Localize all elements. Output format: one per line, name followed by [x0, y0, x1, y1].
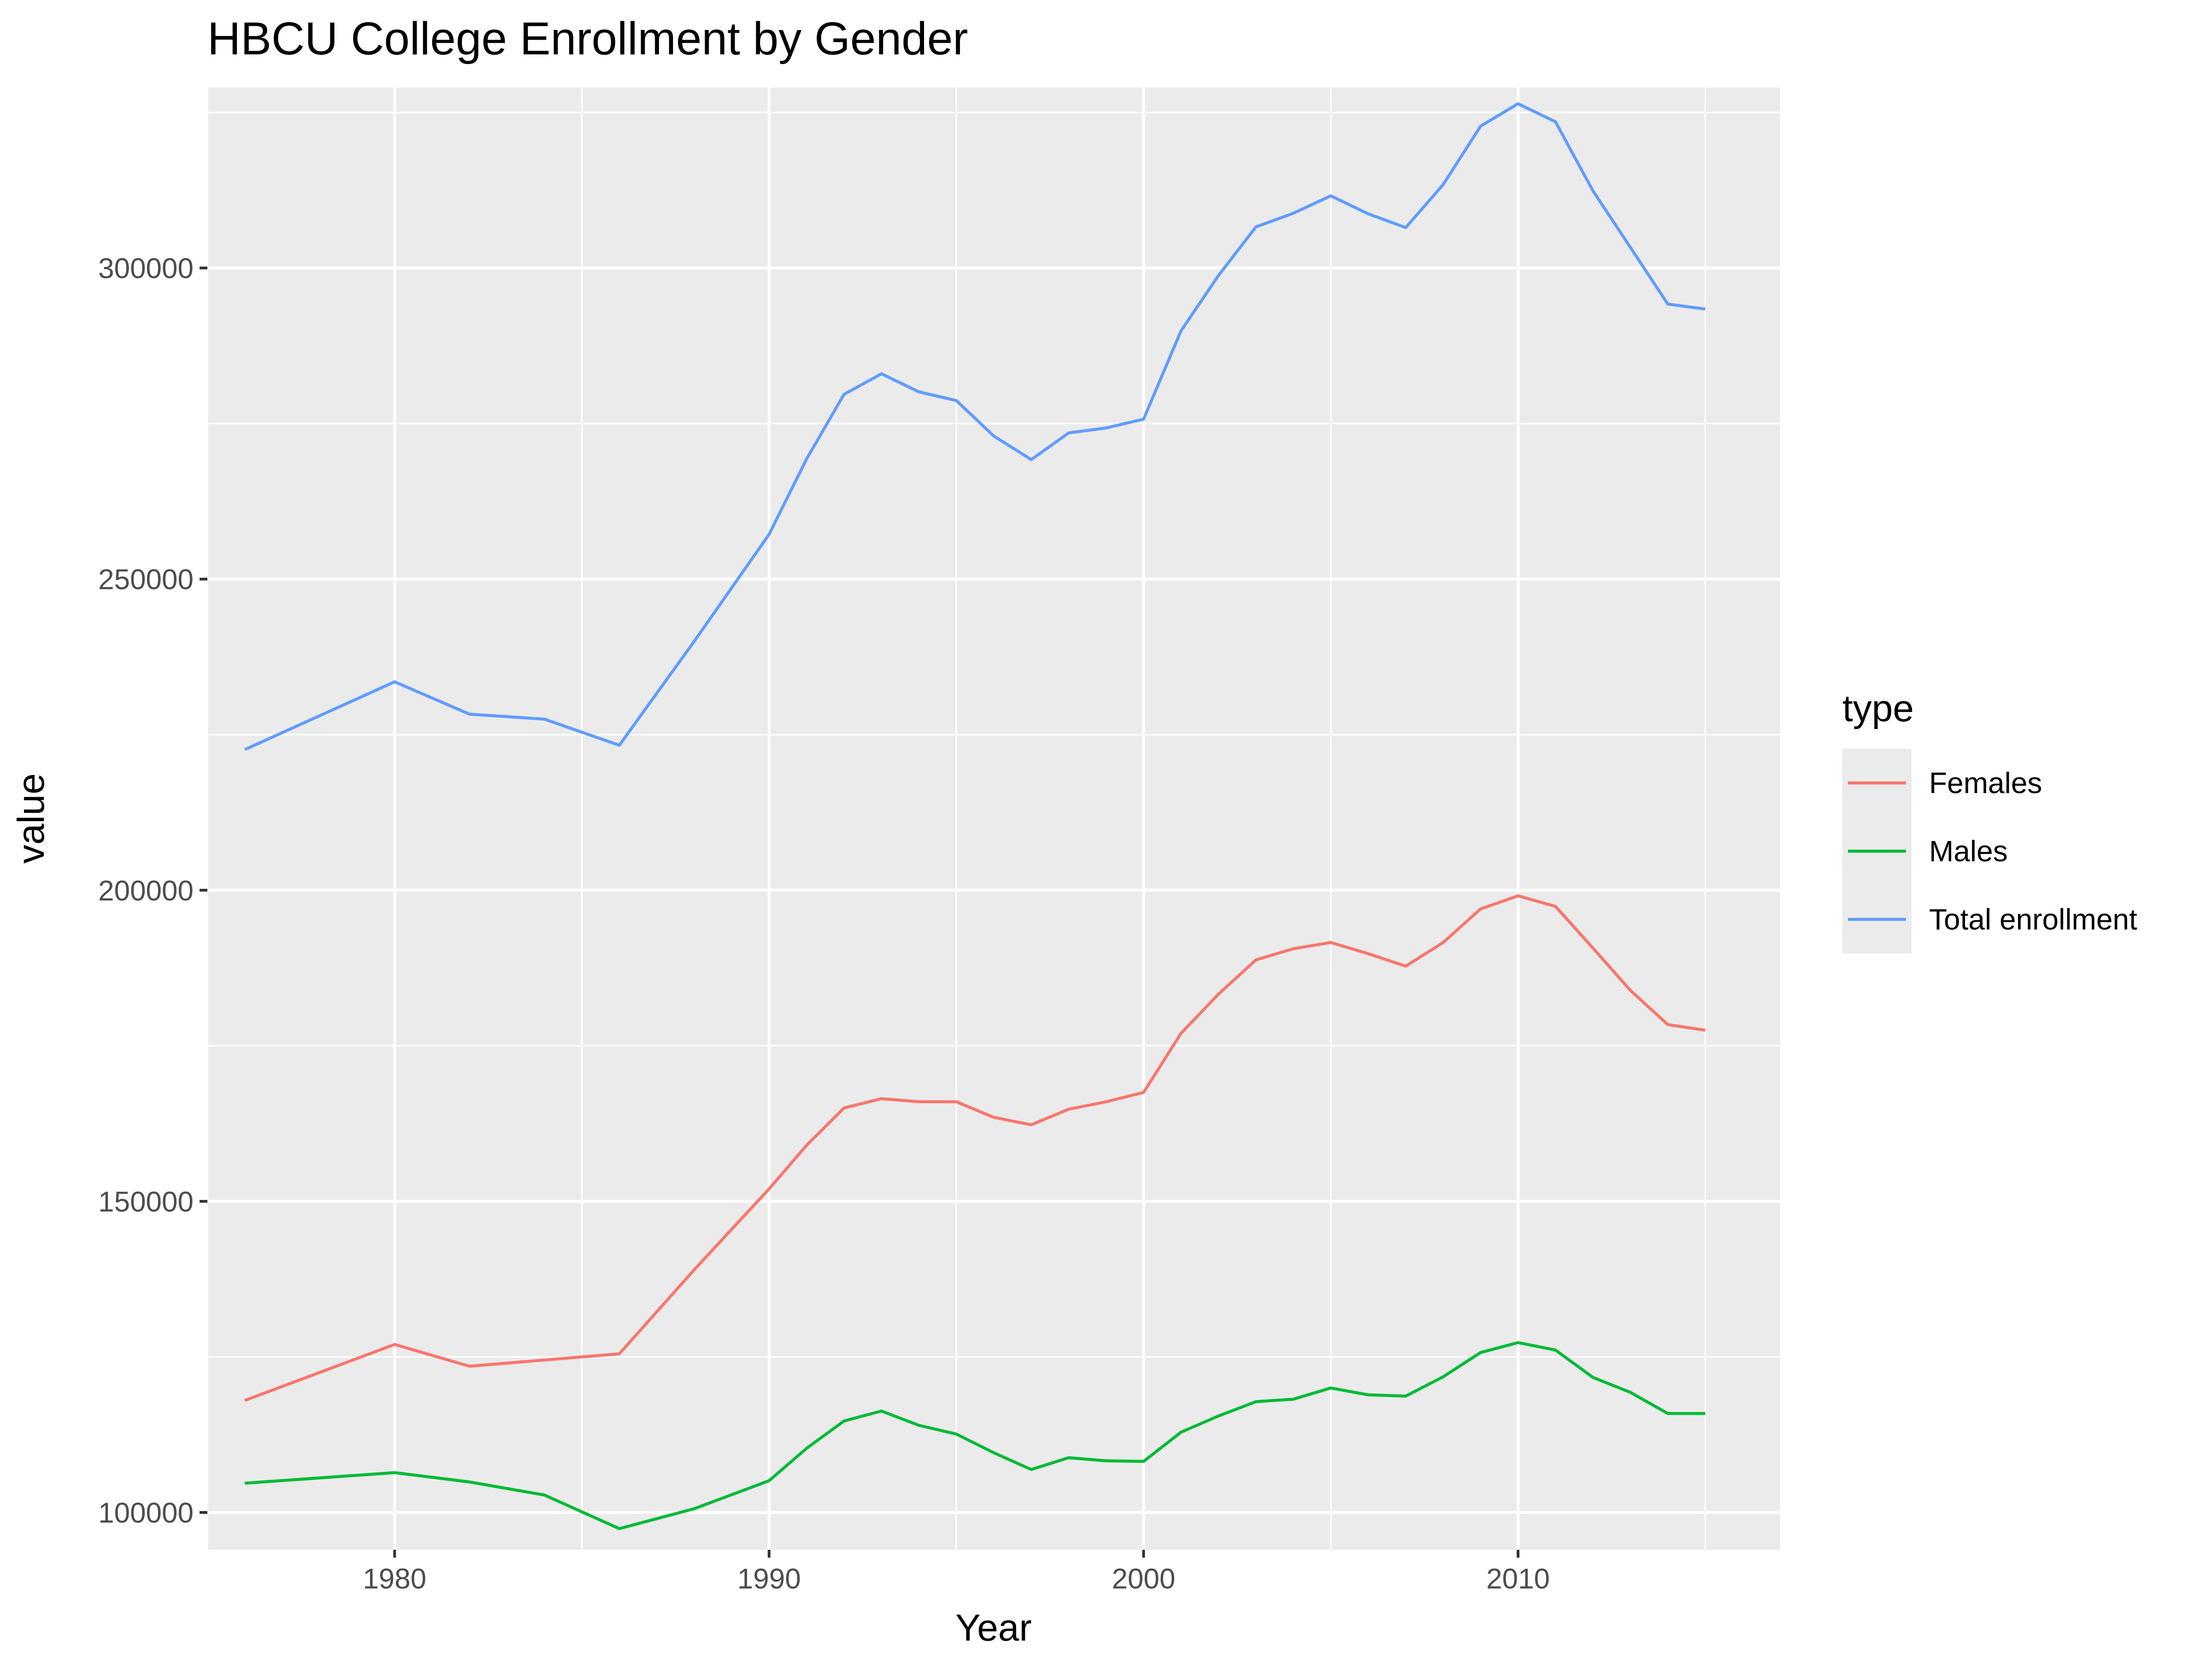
legend-label-males: Males — [1929, 835, 2008, 868]
legend-title: type — [1842, 688, 1914, 729]
y-tick-label: 100000 — [98, 1497, 194, 1529]
y-tick-label: 300000 — [98, 253, 194, 285]
y-tick-label: 200000 — [98, 875, 194, 907]
x-axis-title: Year — [955, 1607, 1032, 1649]
x-tick-label: 1990 — [737, 1563, 801, 1595]
x-tick-label: 1980 — [363, 1563, 426, 1595]
y-axis: 100000 150000 200000 250000 300000 — [98, 253, 207, 1529]
legend-label-females: Females — [1929, 766, 2042, 800]
series-lines — [244, 102, 1706, 1530]
legend-keys: Females Males Total enrollment — [1842, 749, 2137, 953]
legend: type Females Males Total enrollment — [1842, 688, 2137, 953]
series-line-males — [245, 1341, 1706, 1530]
chart-title: HBCU College Enrollment by Gender — [207, 13, 968, 65]
x-tick-label: 2010 — [1486, 1563, 1550, 1595]
y-tick-label: 150000 — [98, 1186, 194, 1218]
plot-panel — [207, 88, 1780, 1550]
y-axis-title: value — [10, 773, 52, 864]
series-line-females — [244, 894, 1706, 1402]
x-axis: 1980 1990 2000 2010 — [363, 1550, 1550, 1595]
major-gridlines — [207, 88, 1780, 1550]
legend-label-total-enrollment: Total enrollment — [1929, 903, 2137, 936]
y-tick-label: 250000 — [98, 564, 194, 596]
series-line-total-enrollment — [244, 102, 1706, 751]
x-tick-label: 2000 — [1112, 1563, 1176, 1595]
